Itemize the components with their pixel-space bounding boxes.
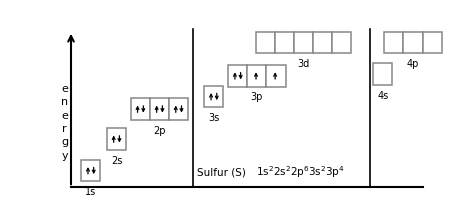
Bar (228, 65, 247, 87)
Bar (384, 32, 403, 53)
Text: Sulfur (S): Sulfur (S) (197, 167, 246, 177)
Bar (131, 98, 150, 120)
Text: 1s: 1s (85, 187, 97, 197)
Bar (204, 86, 223, 107)
Bar (332, 32, 351, 53)
Text: 2p: 2p (153, 126, 166, 136)
Bar (247, 65, 266, 87)
Text: n: n (61, 97, 68, 107)
Text: r: r (63, 124, 67, 134)
Bar (275, 32, 294, 53)
Text: e: e (61, 111, 68, 121)
Bar (107, 128, 126, 150)
Bar (313, 32, 332, 53)
Bar (266, 65, 285, 87)
Bar (169, 98, 188, 120)
Bar (294, 32, 313, 53)
Text: 3p: 3p (251, 92, 263, 102)
Bar (256, 32, 275, 53)
Text: 3s: 3s (208, 113, 219, 123)
Bar (150, 98, 169, 120)
Bar (82, 160, 100, 181)
Text: 4s: 4s (377, 91, 389, 101)
Bar (422, 32, 442, 53)
Text: 4p: 4p (407, 59, 419, 69)
Text: 3d: 3d (297, 59, 310, 69)
Bar (403, 32, 422, 53)
Bar (374, 63, 392, 85)
Text: 1s$^2$2s$^2$2p$^6$3s$^2$3p$^4$: 1s$^2$2s$^2$2p$^6$3s$^2$3p$^4$ (256, 164, 345, 180)
Text: e: e (61, 84, 68, 94)
Text: y: y (62, 151, 68, 161)
Text: 2s: 2s (111, 156, 122, 166)
Text: g: g (61, 137, 68, 147)
